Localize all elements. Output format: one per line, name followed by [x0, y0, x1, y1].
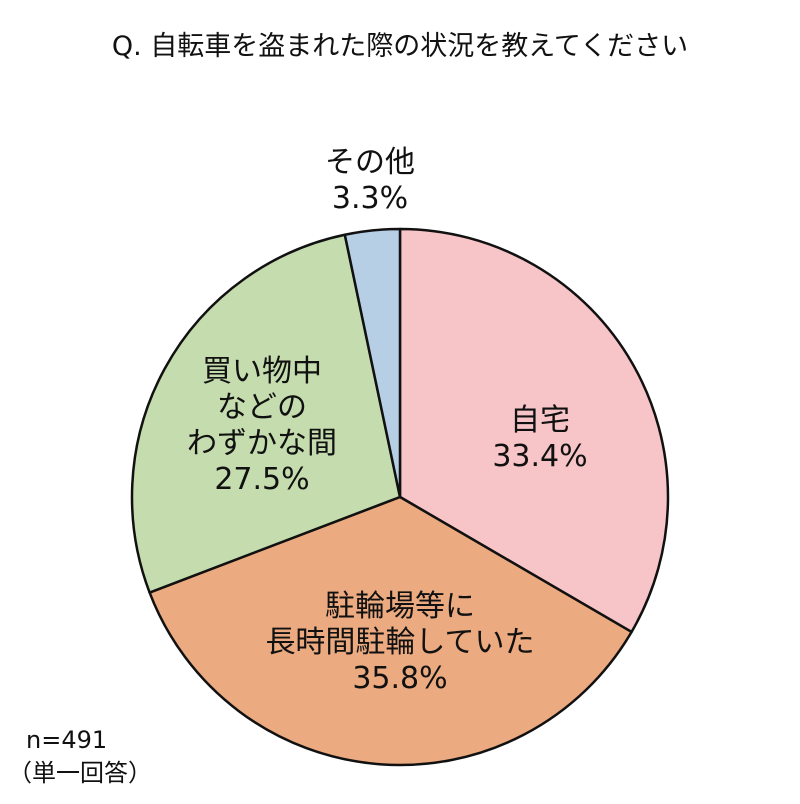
chart-title: Q. 自転車を盗まれた際の状況を教えてください: [112, 31, 688, 62]
pie-slice-2: [148, 495, 633, 767]
slice-1-percent: 33.4%: [492, 439, 587, 474]
sample-size-label: n=491: [26, 726, 107, 754]
slice-4-percent: 3.3%: [332, 181, 408, 216]
slice-1-label: 自宅: [510, 403, 570, 438]
pie-slice-3: [130, 233, 402, 594]
slice-4-label: その他: [325, 145, 415, 180]
slice-2-label: 駐輪場等に: [325, 589, 475, 624]
pie-slices: [130, 227, 670, 767]
slice-3-label: 買い物中: [202, 354, 322, 389]
pie-slice-4: [343, 227, 402, 499]
slice-2-percent: 35.8%: [352, 661, 447, 696]
answer-type-label: （単一回答）: [8, 759, 152, 787]
slice-3-percent: 27.5%: [214, 462, 309, 497]
pie-slice-1: [398, 227, 670, 634]
slice-3-label: などの: [217, 390, 307, 425]
slice-3-label: わずかな間: [187, 426, 337, 461]
slice-2-label: 長時間駐輪していた: [265, 625, 534, 660]
